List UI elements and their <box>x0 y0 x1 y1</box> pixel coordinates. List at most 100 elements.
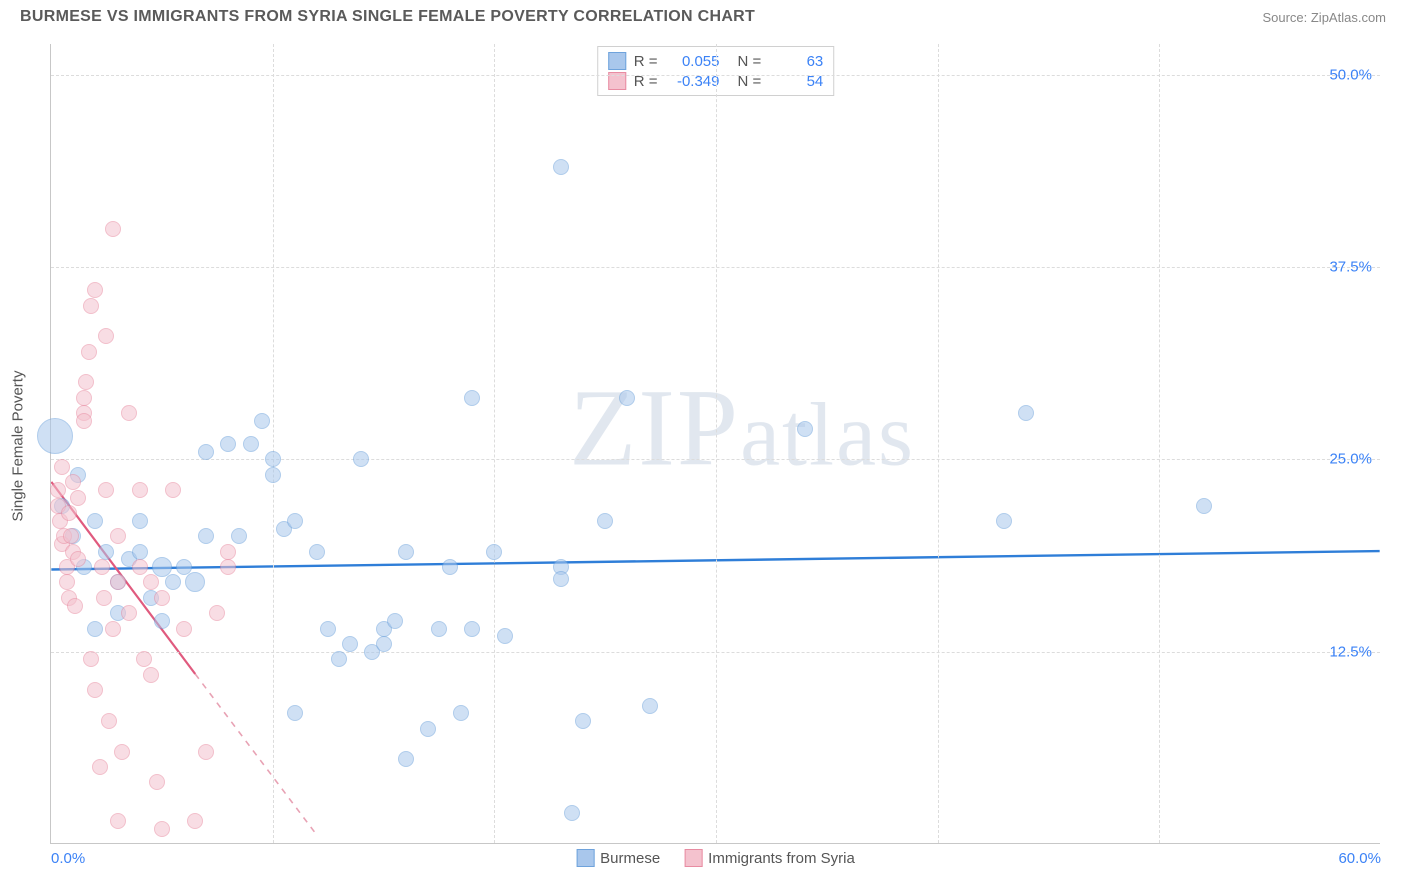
grid-line-v <box>938 44 939 843</box>
data-point <box>110 813 126 829</box>
data-point <box>96 590 112 606</box>
data-point <box>132 513 148 529</box>
data-point <box>464 621 480 637</box>
x-tick-label: 0.0% <box>51 850 85 867</box>
data-point <box>76 413 92 429</box>
data-point <box>797 421 813 437</box>
data-point <box>59 574 75 590</box>
y-tick-label: 25.0% <box>1329 451 1372 468</box>
data-point <box>87 282 103 298</box>
data-point <box>320 621 336 637</box>
data-point <box>287 705 303 721</box>
data-point <box>152 557 172 577</box>
data-point <box>198 444 214 460</box>
chart-title: BURMESE VS IMMIGRANTS FROM SYRIA SINGLE … <box>20 8 755 26</box>
y-axis-label: Single Female Poverty <box>10 371 27 522</box>
data-point <box>143 574 159 590</box>
data-point <box>642 698 658 714</box>
data-point <box>87 513 103 529</box>
data-point <box>464 390 480 406</box>
data-point <box>387 613 403 629</box>
data-point <box>70 490 86 506</box>
data-point <box>121 605 137 621</box>
swatch-syria <box>684 849 702 867</box>
data-point <box>254 413 270 429</box>
series-legend: Burmese Immigrants from Syria <box>576 849 855 867</box>
data-point <box>398 751 414 767</box>
data-point <box>92 759 108 775</box>
data-point <box>1018 405 1034 421</box>
legend-label-syria: Immigrants from Syria <box>708 850 855 867</box>
data-point <box>497 628 513 644</box>
data-point <box>398 544 414 560</box>
data-point <box>149 774 165 790</box>
data-point <box>486 544 502 560</box>
n-value-burmese: 63 <box>769 53 823 70</box>
data-point <box>176 621 192 637</box>
data-point <box>143 667 159 683</box>
data-point <box>453 705 469 721</box>
data-point <box>187 813 203 829</box>
data-point <box>442 559 458 575</box>
data-point <box>81 344 97 360</box>
data-point <box>98 328 114 344</box>
data-point <box>420 721 436 737</box>
data-point <box>110 528 126 544</box>
r-label: R = <box>634 53 658 70</box>
data-point <box>376 636 392 652</box>
data-point <box>50 482 66 498</box>
data-point <box>136 651 152 667</box>
y-tick-label: 37.5% <box>1329 259 1372 276</box>
data-point <box>265 451 281 467</box>
data-point <box>110 574 126 590</box>
data-point <box>553 159 569 175</box>
data-point <box>98 544 114 560</box>
data-point <box>553 571 569 587</box>
data-point <box>83 651 99 667</box>
swatch-burmese <box>608 52 626 70</box>
data-point <box>67 598 83 614</box>
y-tick-label: 12.5% <box>1329 643 1372 660</box>
data-point <box>132 559 148 575</box>
data-point <box>353 451 369 467</box>
data-point <box>231 528 247 544</box>
legend-label-burmese: Burmese <box>600 850 660 867</box>
data-point <box>105 621 121 637</box>
grid-line-v <box>273 44 274 843</box>
data-point <box>619 390 635 406</box>
legend-item-syria: Immigrants from Syria <box>684 849 855 867</box>
data-point <box>37 418 73 454</box>
r-value-burmese: 0.055 <box>666 53 720 70</box>
data-point <box>114 744 130 760</box>
grid-line-v <box>716 44 717 843</box>
data-point <box>54 459 70 475</box>
data-point <box>220 544 236 560</box>
x-tick-label: 60.0% <box>1338 850 1381 867</box>
data-point <box>287 513 303 529</box>
data-point <box>220 436 236 452</box>
grid-line-v <box>494 44 495 843</box>
data-point <box>209 605 225 621</box>
data-point <box>154 590 170 606</box>
data-point <box>76 390 92 406</box>
data-point <box>132 482 148 498</box>
data-point <box>101 713 117 729</box>
data-point <box>154 821 170 837</box>
chart-header: BURMESE VS IMMIGRANTS FROM SYRIA SINGLE … <box>0 0 1406 30</box>
data-point <box>87 682 103 698</box>
data-point <box>132 544 148 560</box>
data-point <box>94 559 110 575</box>
data-point <box>431 621 447 637</box>
data-point <box>575 713 591 729</box>
data-point <box>198 744 214 760</box>
watermark: ZIPatlas <box>569 364 915 491</box>
swatch-burmese <box>576 849 594 867</box>
data-point <box>78 374 94 390</box>
data-point <box>996 513 1012 529</box>
data-point <box>98 482 114 498</box>
data-point <box>61 505 77 521</box>
data-point <box>243 436 259 452</box>
data-point <box>165 574 181 590</box>
data-point <box>185 572 205 592</box>
source-label: Source: ZipAtlas.com <box>1262 10 1386 25</box>
